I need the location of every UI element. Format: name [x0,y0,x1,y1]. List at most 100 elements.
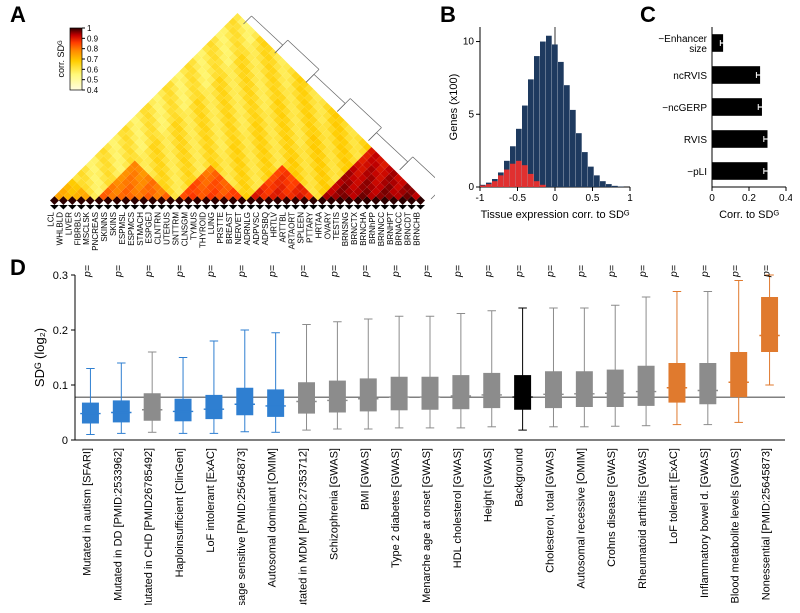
heatmap-xlabel: BRNCHA [359,211,368,245]
heatmap-tick [264,205,273,209]
box-category: Type 2 diabetes [GWAS] [390,448,402,568]
heatmap-xlabel: HRTLV [270,211,279,237]
box-pvalue: p=0.04 (80) [637,265,649,278]
box-category: HDL cholesterol [GWAS] [452,448,464,568]
heatmap-xlabel: SPLEEN [296,212,305,244]
heatmap-xlabel: BRNCDT [404,212,413,245]
colorbar-tick: 0.7 [87,55,99,64]
heatmap-xlabel: ESPMSL [118,211,127,244]
heatmap-xlabel: MSCLSK [82,211,91,245]
colorbar-tick: 0.4 [87,86,99,95]
box [422,377,439,410]
heatmap-xlabel: PTTARY [305,211,314,242]
heatmap-xlabel: ADPSBQ [261,212,270,245]
heatmap-xlabel: BRNHPT [386,212,395,245]
hist-xtick: 0 [552,193,558,204]
box-pvalue: p=10⁻⁸ (55) [112,265,124,278]
bar [712,98,762,116]
hist-bar [582,152,588,187]
panel-A-heatmap: LCLWHLBLDLIVERFIBRBLSMSCLSKPNCREASSKINNS… [20,10,435,260]
box [761,297,778,352]
box-ytick: 0 [62,435,68,447]
hist-ytick: 0 [468,182,474,193]
heatmap-tick [282,205,291,209]
box-category: Menarche age at onset [GWAS] [421,448,433,603]
heatmap-xlabel: SKINS [109,212,118,236]
box-category: BMI [GWAS] [359,448,371,510]
hist-bar-overlay [534,181,540,187]
box-ytick: 0.3 [53,270,68,282]
box-pvalue: p=10⁻¹⁰ (21) [761,265,773,278]
heatmap-tick [104,205,113,209]
heatmap-xlabel: BRNNCC [377,212,386,246]
hist-xtick: -0.5 [509,193,527,204]
box [329,381,346,413]
box [298,382,315,413]
box-pvalue: p=0.08 (61) [328,265,340,278]
heatmap-xlabel: BRNACC [395,212,404,246]
heatmap-xlabel: ADPVSC [252,212,261,245]
hist-bar [570,110,576,187]
box-pvalue: p=0.29 (90) [359,265,371,278]
box [607,370,624,407]
hist-bar-overlay [510,164,516,187]
hist-bar-overlay [516,161,522,187]
heatmap-tick [193,205,202,209]
hist-bar-overlay [522,165,528,187]
heatmap-tick [166,205,175,209]
hist-xtick: 0.5 [586,193,600,204]
hist-bar [558,62,564,187]
colorbar-title: corr. SDᴳ [56,40,66,78]
box [236,388,253,416]
colorbar-tick: 1 [87,24,92,33]
heatmap-tick [336,205,345,209]
heatmap-tick [121,205,130,209]
heatmap-tick [68,205,77,209]
box [638,366,655,406]
heatmap-xlabel: SNTTRM [171,212,180,246]
box [545,371,562,408]
box [483,373,500,408]
box-category: Mutated in autism [SFARI] [81,448,93,576]
bar-label: RVIS [684,135,707,146]
hist-xlabel: Tissue expression corr. to SDᴳ [481,209,630,221]
box [113,400,130,422]
box [144,393,161,421]
hist-bar [552,44,558,187]
colorbar-tick: 0.9 [87,34,99,43]
box-pvalue: p=0.06 (56) [298,265,310,278]
colorbar-tick: 0.5 [87,76,99,85]
box-category: Haploinsufficient [ClinGen] [174,448,186,577]
box-category: Mutated in DD [PMID:2533962] [112,448,124,601]
heatmap-tick [229,205,238,209]
box-category: Blood metabolite levels [GWAS] [730,448,742,604]
box-category: Inflammatory bowel d. [GWAS] [699,448,711,598]
bar [712,130,768,148]
panel-B-histogram: -1-0.500.510510Tissue expression corr. t… [445,22,635,222]
heatmap-xlabel: ARTAORT [288,212,297,249]
heatmap-tick [246,205,255,209]
box [267,389,284,417]
heatmap-tick [95,205,104,209]
hist-bar [534,56,540,187]
hist-bar-overlay [498,175,504,187]
box-pvalue: p=0.48 (67) [606,265,618,278]
hist-bar [600,181,606,187]
heatmap-tick [389,205,398,209]
box [576,371,593,407]
heatmap-xlabel: TESTIS [332,212,341,240]
box-category: Autosomal dominant [OMIM] [267,448,279,587]
hist-bar [564,85,570,187]
heatmap-tick [148,205,157,209]
heatmap-xlabel: OVARY [323,211,332,239]
box-pvalue: p=0.27 (1856) [575,265,587,278]
heatmap-xlabel: CLNSGM [180,212,189,247]
heatmap-tick [202,205,211,209]
heatmap-xlabel: BRNCHB [413,212,422,246]
hist-xtick: 1 [627,193,633,204]
heatmap-tick [309,205,318,209]
box [699,363,716,404]
heatmap-xlabel: BRNCTX [350,211,359,245]
heatmap-tick [59,205,68,209]
bar-label: ncRVIS [673,71,707,82]
